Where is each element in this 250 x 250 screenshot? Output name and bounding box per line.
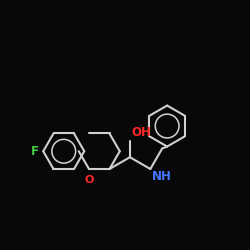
Text: NH: NH [152,170,172,183]
Text: F: F [31,145,39,158]
Text: OH: OH [131,126,151,140]
Text: O: O [84,174,94,184]
